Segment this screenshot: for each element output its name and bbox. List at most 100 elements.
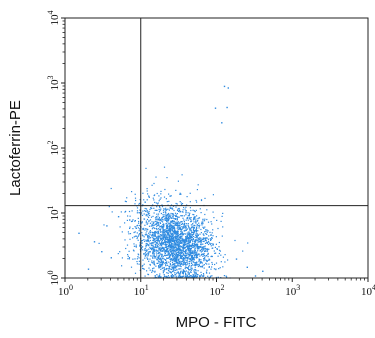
event-dot <box>175 221 177 223</box>
event-dot <box>190 259 193 261</box>
event-dot <box>159 209 161 211</box>
event-dot <box>185 250 187 252</box>
event-dot <box>176 213 178 215</box>
event-dot <box>194 262 196 264</box>
event-dot <box>165 211 167 213</box>
event-dot <box>183 227 185 229</box>
event-dot <box>144 257 146 259</box>
event-dot <box>190 265 192 267</box>
event-dot <box>179 211 181 213</box>
event-dot <box>171 239 174 241</box>
event-dot <box>197 254 199 256</box>
event-dot <box>171 246 173 248</box>
event-dot <box>174 269 176 271</box>
event-dot <box>186 241 188 243</box>
event-dot <box>188 254 191 256</box>
event-dot <box>173 248 175 250</box>
event-dot <box>172 251 174 253</box>
event-dot <box>164 188 166 191</box>
event-dot <box>193 240 195 242</box>
event-dot <box>141 222 143 224</box>
event-dot <box>171 253 173 255</box>
event-dot <box>187 225 190 227</box>
event-dot <box>219 250 221 252</box>
event-dot <box>176 217 178 220</box>
event-dot <box>154 270 156 272</box>
event-dot <box>163 236 165 239</box>
event-dot <box>141 234 143 236</box>
event-dot <box>147 253 149 255</box>
event-dot <box>194 266 196 268</box>
event-dot <box>168 244 171 246</box>
event-dot <box>164 218 166 220</box>
event-dot <box>169 231 171 233</box>
event-dot <box>192 209 194 211</box>
event-dot <box>191 260 193 262</box>
event-dot <box>205 255 207 257</box>
event-dot <box>203 275 205 277</box>
event-dot <box>201 262 203 264</box>
event-dot <box>176 224 178 227</box>
event-dot <box>173 250 175 252</box>
event-dot <box>187 250 189 252</box>
event-dot <box>147 238 149 240</box>
event-dot <box>132 228 134 230</box>
event-dot <box>144 275 146 277</box>
event-dot <box>160 243 162 245</box>
event-dot <box>196 273 198 276</box>
event-dot <box>108 206 110 208</box>
event-dot <box>196 246 198 248</box>
event-dot <box>202 219 204 221</box>
event-dot <box>166 236 168 238</box>
event-dot <box>151 260 153 262</box>
event-dot <box>165 234 167 236</box>
event-dot <box>178 210 181 212</box>
event-dot <box>136 212 138 214</box>
event-dot <box>201 275 203 277</box>
event-dot <box>206 237 208 239</box>
event-dot <box>156 206 158 208</box>
event-dot <box>200 265 202 267</box>
event-dot <box>175 189 177 191</box>
event-dot <box>181 237 183 240</box>
event-dot <box>155 216 157 218</box>
event-dot <box>142 235 144 237</box>
event-dot <box>182 238 184 240</box>
event-dot <box>183 244 185 246</box>
event-dot <box>161 206 164 208</box>
event-dot <box>168 200 170 202</box>
event-dot <box>195 273 197 275</box>
event-dot <box>192 235 195 238</box>
event-dot <box>177 226 179 228</box>
event-dot <box>181 258 183 260</box>
event-dot <box>177 225 179 227</box>
event-dot <box>169 271 171 273</box>
event-dot <box>183 263 185 265</box>
event-dot <box>203 258 205 260</box>
event-dot <box>167 242 169 244</box>
event-dot <box>133 243 135 245</box>
event-dot <box>195 254 198 256</box>
event-dot <box>136 225 138 227</box>
event-dot <box>177 254 179 256</box>
event-dot <box>179 249 181 251</box>
event-dot <box>167 228 169 230</box>
event-dot <box>191 267 193 269</box>
event-dot <box>143 227 145 229</box>
event-dot <box>152 257 154 259</box>
event-dot <box>203 234 205 236</box>
event-dot <box>177 236 179 238</box>
event-dot <box>149 214 151 216</box>
event-dot <box>137 239 139 241</box>
event-dot <box>165 259 167 261</box>
event-dot <box>170 214 172 216</box>
event-dot <box>154 257 156 259</box>
event-dot <box>197 241 199 243</box>
event-dot <box>189 212 191 214</box>
event-dot <box>152 238 154 240</box>
event-dot <box>157 275 159 277</box>
event-dot <box>207 275 209 277</box>
event-dot <box>157 221 159 223</box>
event-dot <box>164 276 166 278</box>
